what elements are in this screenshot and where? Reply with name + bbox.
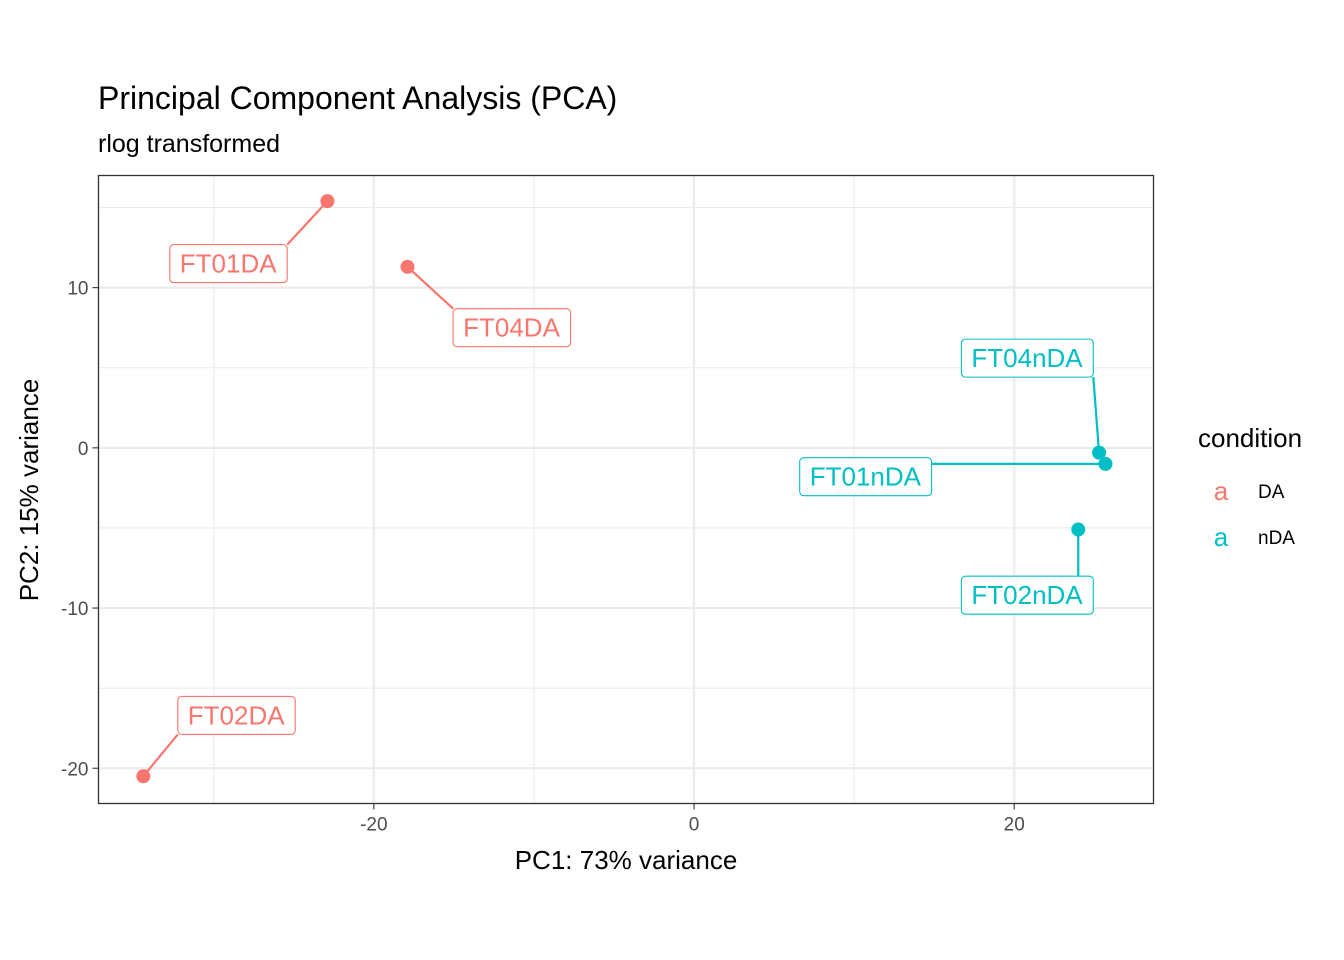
label-connector <box>1092 377 1101 453</box>
legend: condition a DA a nDA <box>1198 423 1302 552</box>
point-label-text: FT01DA <box>180 249 277 279</box>
point-label-FT04nDA: FT04nDA <box>960 338 1094 378</box>
data-point-FT02nDA <box>1071 522 1086 537</box>
label-connector <box>406 266 454 310</box>
y-axis-ticks: -20 -10 0 10 <box>61 279 99 780</box>
data-point-FT01nDA <box>1098 456 1113 471</box>
point-label-text: FT02nDA <box>971 580 1083 610</box>
point-label-text: FT01nDA <box>810 462 922 492</box>
x-tick-label: -20 <box>360 815 387 836</box>
chart-subtitle: rlog transformed <box>98 130 280 158</box>
y-tick-label: 0 <box>78 439 89 460</box>
legend-key-nDA: a <box>1214 522 1229 552</box>
point-label-box <box>799 457 933 497</box>
data-point-FT04DA <box>400 259 415 274</box>
x-tick-label: 0 <box>689 815 700 836</box>
data-points <box>136 194 1113 784</box>
point-label-box <box>960 575 1094 615</box>
point-label-box <box>169 244 288 284</box>
legend-label-DA: DA <box>1258 482 1285 503</box>
point-label-box <box>960 338 1094 378</box>
point-label-FT01nDA: FT01nDA <box>799 457 933 497</box>
y-tick-label: -20 <box>61 759 88 780</box>
label-connectors <box>142 200 1106 777</box>
legend-title: condition <box>1198 423 1302 453</box>
point-label-FT02nDA: FT02nDA <box>960 575 1094 615</box>
point-label-text: FT04nDA <box>971 343 1083 373</box>
point-label-FT04DA: FT04DA <box>452 308 572 348</box>
point-label-box <box>177 695 296 735</box>
label-connector <box>142 733 179 777</box>
x-tick-label: 20 <box>1004 815 1025 836</box>
label-connector <box>286 200 329 246</box>
data-point-FT01DA <box>320 194 335 209</box>
x-axis-title: PC1: 73% variance <box>515 845 738 875</box>
y-axis-title: PC2: 15% variance <box>14 379 44 602</box>
point-label-FT02DA: FT02DA <box>177 695 296 735</box>
point-label-text: FT04DA <box>463 313 560 343</box>
data-point-FT02DA <box>136 769 151 784</box>
point-label-box <box>452 308 572 348</box>
point-label-FT01DA: FT01DA <box>169 244 288 284</box>
legend-label-nDA: nDA <box>1258 528 1295 549</box>
legend-key-DA: a <box>1214 476 1229 506</box>
point-labels: FT01DA FT04DA FT02DA FT04nDA FT01nDA FT02nDA <box>169 244 1094 735</box>
point-label-text: FT02DA <box>188 700 285 730</box>
legend-items: a DA a nDA <box>1214 476 1296 552</box>
chart-title: Principal Component Analysis (PCA) <box>98 80 617 116</box>
y-tick-label: -10 <box>61 599 88 620</box>
y-tick-label: 10 <box>67 279 88 300</box>
data-point-FT04nDA <box>1092 445 1107 460</box>
panel-border <box>97 174 1155 805</box>
x-axis-ticks: -20 0 20 <box>360 803 1025 836</box>
